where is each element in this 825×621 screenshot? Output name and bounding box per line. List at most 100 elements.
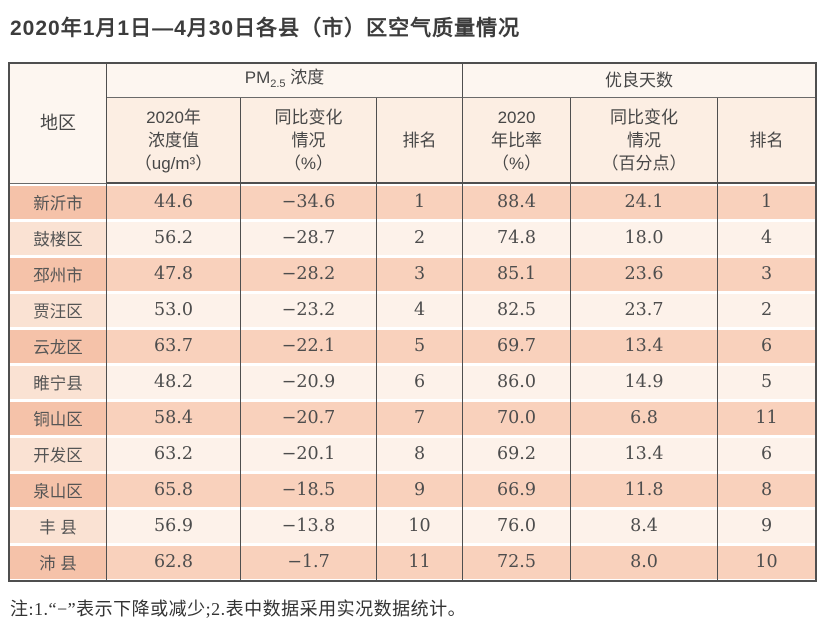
pm-value-cell: 63.7: [107, 328, 241, 364]
good-ratio-cell: 69.7: [463, 328, 572, 364]
good-rank-cell: 8: [718, 472, 815, 508]
pm-change-cell: −34.6: [241, 184, 377, 220]
good-ratio-cell: 70.0: [463, 400, 572, 436]
good-ratio-cell: 82.5: [463, 292, 572, 328]
column-header-pm-rank: 排名: [377, 98, 464, 184]
good-rank-cell: 1: [718, 184, 815, 220]
table-row: 睢宁县 48.2 −20.9 6 86.0 14.9 5: [10, 364, 815, 400]
region-cell: 沛 县: [10, 544, 107, 580]
column-group-pm25: PM2.5 浓度: [107, 64, 464, 98]
table-row: 邳州市 47.8 −28.2 3 85.1 23.6 3: [10, 256, 815, 292]
air-quality-table: 地区 PM2.5 浓度 优良天数 2020年 浓度值 （ug/m³） 同比变化 …: [8, 62, 817, 582]
column-header-good-rank: 排名: [718, 98, 815, 184]
pm-value-cell: 63.2: [107, 436, 241, 472]
good-rank-cell: 9: [718, 508, 815, 544]
group-header-row: 地区 PM2.5 浓度 优良天数: [10, 64, 815, 184]
good-change-cell: 18.0: [571, 220, 719, 256]
good-change-cell: 24.1: [571, 184, 719, 220]
table-row: 铜山区 58.4 −20.7 7 70.0 6.8 11: [10, 400, 815, 436]
table-row: 沛 县 62.8 −1.7 11 72.5 8.0 10: [10, 544, 815, 580]
pm-rank-cell: 9: [377, 472, 464, 508]
good-change-cell: 11.8: [571, 472, 719, 508]
good-change-cell: 8.4: [571, 508, 719, 544]
pm-value-cell: 56.2: [107, 220, 241, 256]
pm-rank-cell: 6: [377, 364, 464, 400]
pm-value-cell: 58.4: [107, 400, 241, 436]
good-rank-cell: 10: [718, 544, 815, 580]
good-rank-cell: 3: [718, 256, 815, 292]
pm-rank-cell: 10: [377, 508, 464, 544]
pm-change-cell: −20.9: [241, 364, 377, 400]
pm-rank-cell: 11: [377, 544, 464, 580]
pm-change-cell: −18.5: [241, 472, 377, 508]
good-ratio-cell: 72.5: [463, 544, 572, 580]
pm-value-cell: 65.8: [107, 472, 241, 508]
column-header-pm-value: 2020年 浓度值 （ug/m³）: [107, 98, 241, 184]
good-change-cell: 13.4: [571, 436, 719, 472]
good-ratio-cell: 85.1: [463, 256, 572, 292]
good-rank-cell: 11: [718, 400, 815, 436]
pm-rank-cell: 4: [377, 292, 464, 328]
good-change-cell: 6.8: [571, 400, 719, 436]
sub-header-row: 2020年 浓度值 （ug/m³） 同比变化 情况 （%） 排名 2020 年比…: [10, 98, 815, 184]
pm-value-cell: 53.0: [107, 292, 241, 328]
good-ratio-cell: 76.0: [463, 508, 572, 544]
good-change-cell: 14.9: [571, 364, 719, 400]
pm-change-cell: −20.1: [241, 436, 377, 472]
good-ratio-cell: 74.8: [463, 220, 572, 256]
good-rank-cell: 4: [718, 220, 815, 256]
good-rank-cell: 6: [718, 436, 815, 472]
footnote: 注:1.“−”表示下降或减少;2.表中数据采用实况数据统计。: [10, 599, 467, 619]
pm-value-cell: 47.8: [107, 256, 241, 292]
table-row: 云龙区 63.7 −22.1 5 69.7 13.4 6: [10, 328, 815, 364]
region-cell: 丰 县: [10, 508, 107, 544]
table-row: 新沂市 44.6 −34.6 1 88.4 24.1 1: [10, 184, 815, 220]
region-cell: 泉山区: [10, 472, 107, 508]
region-cell: 云龙区: [10, 328, 107, 364]
region-cell: 贾汪区: [10, 292, 107, 328]
pm-change-cell: −22.1: [241, 328, 377, 364]
table-row: 泉山区 65.8 −18.5 9 66.9 11.8 8: [10, 472, 815, 508]
region-cell: 新沂市: [10, 184, 107, 220]
table-row: 鼓楼区 56.2 −28.7 2 74.8 18.0 4: [10, 220, 815, 256]
region-cell: 开发区: [10, 436, 107, 472]
pm-value-cell: 56.9: [107, 508, 241, 544]
pm-change-cell: −13.8: [241, 508, 377, 544]
column-header-good-ratio: 2020 年比率 （%）: [463, 98, 572, 184]
pm25-label-prefix: PM: [244, 67, 271, 87]
region-cell: 邳州市: [10, 256, 107, 292]
good-ratio-cell: 86.0: [463, 364, 572, 400]
pm-rank-cell: 2: [377, 220, 464, 256]
good-change-cell: 23.7: [571, 292, 719, 328]
table-body: 新沂市 44.6 −34.6 1 88.4 24.1 1 鼓楼区 56.2 −2…: [10, 184, 815, 580]
column-header-good-change: 同比变化 情况 （百分点）: [571, 98, 719, 184]
pm-change-cell: −1.7: [241, 544, 377, 580]
pm-rank-cell: 3: [377, 256, 464, 292]
pm-change-cell: −23.2: [241, 292, 377, 328]
pm-change-cell: −28.7: [241, 220, 377, 256]
page-title: 2020年1月1日—4月30日各县（市）区空气质量情况: [10, 17, 521, 40]
good-ratio-cell: 88.4: [463, 184, 572, 220]
region-cell: 铜山区: [10, 400, 107, 436]
table-row: 丰 县 56.9 −13.8 10 76.0 8.4 9: [10, 508, 815, 544]
good-rank-cell: 2: [718, 292, 815, 328]
column-group-good-days: 优良天数: [463, 64, 815, 98]
pm25-label-suffix: 浓度: [285, 67, 325, 87]
pm-change-cell: −20.7: [241, 400, 377, 436]
good-ratio-cell: 66.9: [463, 472, 572, 508]
good-change-cell: 23.6: [571, 256, 719, 292]
good-change-cell: 8.0: [571, 544, 719, 580]
region-cell: 鼓楼区: [10, 220, 107, 256]
pm25-label-subscript: 2.5: [270, 77, 286, 90]
pm-rank-cell: 7: [377, 400, 464, 436]
pm-value-cell: 44.6: [107, 184, 241, 220]
good-rank-cell: 6: [718, 328, 815, 364]
column-header-pm-change: 同比变化 情况 （%）: [241, 98, 377, 184]
pm-rank-cell: 8: [377, 436, 464, 472]
table-header: 地区 PM2.5 浓度 优良天数 2020年 浓度值 （ug/m³） 同比变化 …: [10, 64, 815, 184]
pm-value-cell: 48.2: [107, 364, 241, 400]
good-change-cell: 13.4: [571, 328, 719, 364]
pm-rank-cell: 1: [377, 184, 464, 220]
pm-change-cell: −28.2: [241, 256, 377, 292]
